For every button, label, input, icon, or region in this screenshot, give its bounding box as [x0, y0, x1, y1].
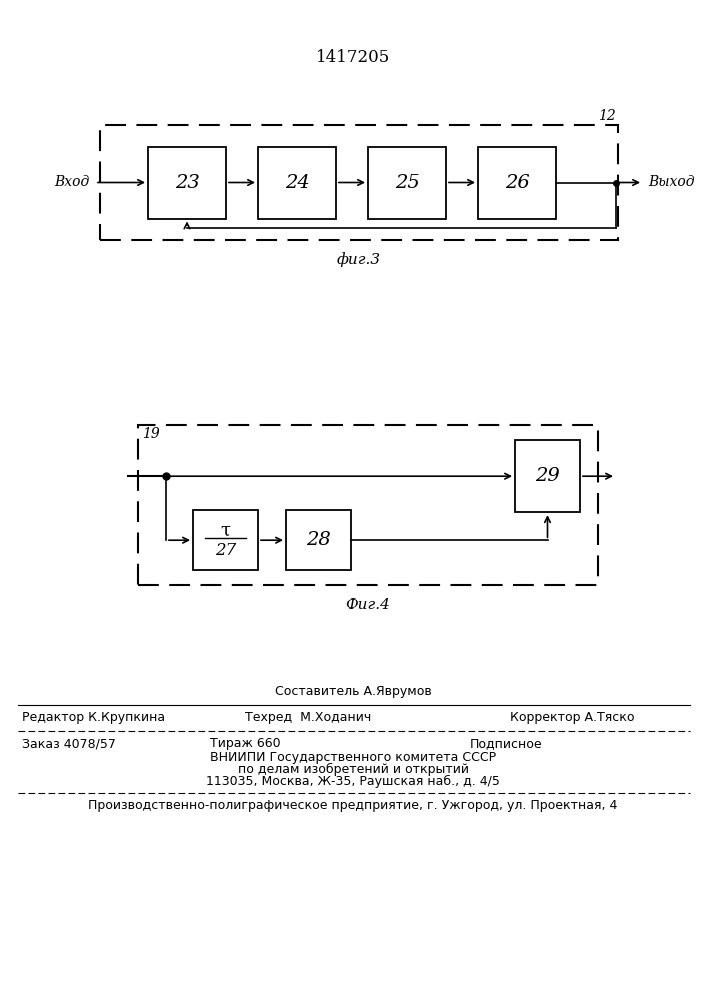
Text: Выход: Выход	[648, 176, 694, 190]
Text: 25: 25	[395, 174, 419, 192]
Text: Техред  М.Ходанич: Техред М.Ходанич	[245, 712, 371, 724]
Text: 23: 23	[175, 174, 199, 192]
Text: 12: 12	[598, 109, 616, 123]
Bar	[478, 146, 556, 219]
Bar	[515, 440, 580, 512]
Text: по делам изобретений и открытий: по делам изобретений и открытий	[238, 762, 469, 776]
Text: Корректор А.Тяско: Корректор А.Тяско	[510, 712, 634, 724]
Text: Редактор К.Крупкина: Редактор К.Крупкина	[22, 712, 165, 724]
Bar	[286, 510, 351, 570]
Bar	[193, 510, 258, 570]
Text: Заказ 4078/57: Заказ 4078/57	[22, 738, 116, 750]
Text: 26: 26	[505, 174, 530, 192]
Text: 24: 24	[285, 174, 310, 192]
Text: 29: 29	[535, 467, 560, 485]
Text: Подписное: Подписное	[470, 738, 543, 750]
Text: Фиг.4: Фиг.4	[346, 598, 390, 612]
Text: 19: 19	[142, 427, 160, 441]
Bar	[368, 146, 446, 219]
Text: 28: 28	[306, 531, 331, 549]
Bar	[258, 146, 336, 219]
Text: 27: 27	[215, 542, 236, 559]
Bar	[148, 146, 226, 219]
Text: фиг.3: фиг.3	[337, 253, 381, 267]
Text: Составитель А.Яврумов: Составитель А.Яврумов	[274, 686, 431, 698]
Text: τ: τ	[221, 521, 230, 539]
Text: Производственно-полиграфическое предприятие, г. Ужгород, ул. Проектная, 4: Производственно-полиграфическое предприя…	[88, 798, 618, 812]
Text: Вход: Вход	[54, 176, 89, 190]
Text: ВНИИПИ Государственного комитета СССР: ВНИИПИ Государственного комитета СССР	[210, 750, 496, 764]
Text: Тираж 660: Тираж 660	[210, 738, 281, 750]
Text: 1417205: 1417205	[316, 49, 390, 66]
Text: 113035, Москва, Ж-35, Раушская наб., д. 4/5: 113035, Москва, Ж-35, Раушская наб., д. …	[206, 774, 500, 788]
